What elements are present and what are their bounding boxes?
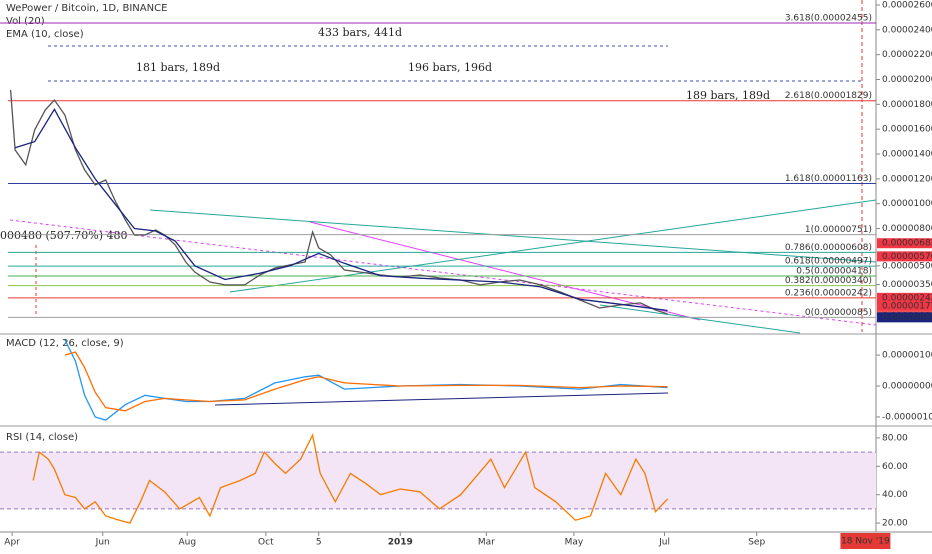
price-label: 0.00000085 [882, 313, 932, 323]
rsi-band [0, 452, 876, 509]
series-line [64, 351, 668, 412]
chart-title: WePower / Bitcoin, 1D, BINANCE [6, 3, 167, 14]
price-label: 0.00000576 [882, 252, 932, 262]
price-box [877, 251, 932, 262]
x-tick-label: Jun [95, 538, 110, 548]
trendline [229, 199, 877, 293]
y-tick-label: 0.00001600 [882, 125, 932, 135]
y-tick-label: 60.00 [882, 462, 908, 472]
fib-label: 1.618(0.00001163) [785, 174, 872, 184]
y-tick-label: 0.00000500 [882, 261, 932, 271]
y-tick-label: 0.00002200 [882, 50, 932, 60]
x-tick-label: 5 [316, 538, 322, 548]
annotation: 000480 (507.70%) 480 [0, 229, 128, 242]
trendline [9, 219, 877, 326]
annotation: 181 bars, 189d [136, 61, 220, 74]
x-tick-label: Aug [178, 538, 196, 548]
y-tick-label: 0.00001400 [882, 150, 932, 160]
y-tick-label: 0.00000800 [882, 224, 932, 234]
annotation: 433 bars, 441d [318, 26, 402, 39]
annotation: 196 bars, 196d [408, 61, 492, 74]
series-line [14, 108, 668, 312]
y-tick-label: 0.00002600 [882, 0, 932, 10]
cursor-label: 18 Nov '19 [841, 537, 890, 547]
y-tick-label: 0.00002000 [882, 75, 932, 85]
fib-label: 0.236(0.00000242) [785, 288, 872, 298]
indicator-label: RSI (14, close) [6, 432, 78, 443]
drawings: WePower / Bitcoin, 1D, BINANCE Vol (20) … [0, 0, 932, 533]
fib-label: 0(0.00000085) [805, 308, 872, 318]
fib-label: 0.786(0.00000608) [785, 243, 872, 253]
x-tick-label: Sep [748, 538, 765, 548]
indicator-label: EMA (10, close) [6, 29, 84, 40]
price-box [877, 312, 932, 323]
x-tick-label: Oct [258, 538, 274, 548]
fib-label: 0.618(0.00000497) [785, 257, 872, 267]
y-tick-label: -0.00000100 [882, 412, 932, 422]
x-tick-label: Jul [658, 538, 670, 548]
y-tick-label: 0.00001200 [882, 174, 932, 184]
y-tick-label: 0.00000100 [882, 351, 932, 361]
series-line [32, 433, 669, 524]
y-tick-label: 40.00 [882, 490, 908, 500]
price-box [877, 238, 932, 249]
y-tick-label: 0.00000000 [882, 382, 932, 392]
x-tick-label: 2019 [388, 538, 413, 548]
trendline [214, 392, 669, 406]
price-label: 0.00000242 [882, 293, 932, 303]
fib-label: 3.618(0.00002455) [785, 13, 872, 23]
price-label: 0.00000682 [882, 239, 932, 249]
trendline [599, 304, 801, 334]
y-tick-label: 80.00 [882, 433, 908, 443]
indicator-label: MACD (12, 26, close, 9) [6, 338, 124, 349]
price-box [877, 300, 932, 311]
indicator-label: Vol (20) [6, 16, 45, 27]
fib-label: 1(0.00000751) [805, 225, 872, 235]
trendline [149, 209, 877, 263]
annotation: 189 bars, 189d [686, 89, 770, 102]
x-tick-label: Mar [478, 538, 495, 548]
price-label: 0.00000177 [882, 301, 932, 311]
fib-label: 0.382(0.00000340) [785, 276, 872, 286]
y-tick-label: 0.00001000 [882, 199, 932, 209]
y-tick-label: 0.00000350 [882, 280, 932, 290]
y-tick-label: 20.00 [882, 519, 908, 529]
y-tick-label: 0.00001800 [882, 100, 932, 110]
x-tick-label: Apr [4, 538, 20, 548]
fib-label: 2.618(0.00001829) [785, 91, 872, 101]
cursor-box [840, 533, 891, 549]
price-box [877, 292, 932, 303]
y-tick-label: 0.00002400 [882, 25, 932, 35]
x-tick-label: May [565, 538, 584, 548]
fib-label: 0.5(0.00000418) [796, 266, 872, 276]
